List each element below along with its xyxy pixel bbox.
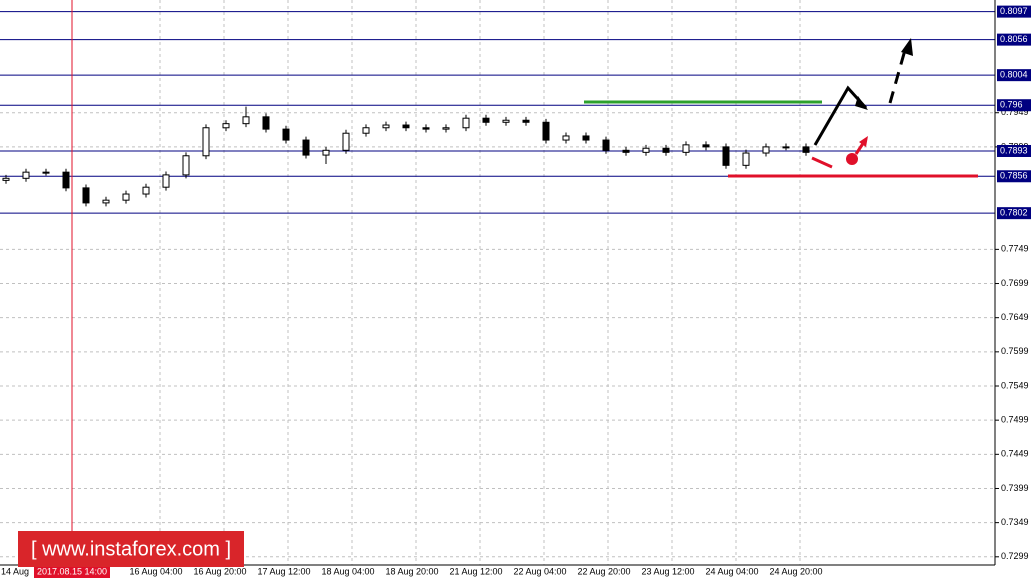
candle-body (262, 116, 270, 130)
watermark: [ www.instaforex.com ] (31, 538, 231, 560)
level-label: 0.7893 (1000, 145, 1028, 155)
x-tick-label: 22 Aug 20:00 (577, 566, 630, 576)
candle-body (502, 119, 510, 123)
level-box (997, 207, 1031, 220)
candle-body (182, 155, 190, 176)
level-box (997, 170, 1031, 183)
candle-body (382, 124, 390, 129)
candle-body (82, 187, 90, 204)
candle-body (782, 146, 790, 149)
y-tick-label: 0.7299 (1001, 551, 1029, 561)
candle-body (102, 199, 110, 204)
y-tick-label: 0.7599 (1001, 346, 1029, 356)
y-tick-label: 0.7449 (1001, 449, 1029, 459)
candle-body (622, 149, 630, 153)
x-tick-label: 14 Aug (1, 566, 29, 576)
candle-body (162, 174, 170, 188)
candle-body (702, 144, 710, 148)
x-tick-label: 18 Aug 04:00 (321, 566, 374, 576)
level-label: 0.8004 (1000, 70, 1028, 80)
candle-body (742, 152, 750, 166)
candle-body (142, 186, 150, 195)
candle-body (302, 139, 310, 156)
watermark-box (18, 531, 244, 567)
candle-body (362, 127, 370, 134)
y-tick-label: 0.7399 (1001, 483, 1029, 493)
arrow-head (855, 96, 868, 110)
candle-body (342, 132, 350, 151)
candle-body (562, 135, 570, 141)
candle-body (662, 147, 670, 153)
candle-body (402, 124, 410, 129)
arrow-head (901, 38, 913, 56)
candle-body (442, 127, 450, 130)
x-labels: 14 Aug 16 Aug 04:00 16 Aug 20:00 17 Aug 12:… (1, 566, 823, 576)
candle-body (22, 171, 30, 179)
candle-body (2, 177, 10, 181)
candle-body (122, 193, 130, 201)
candle-body (422, 127, 430, 130)
crosshair-label: 2017.08.15 14:00 (37, 566, 107, 576)
x-tick-label: 24 Aug 20:00 (769, 566, 822, 576)
y-tick-label: 0.7749 (1001, 244, 1029, 254)
level-label: 0.7856 (1000, 171, 1028, 181)
candle-body (242, 116, 250, 125)
candle-body (222, 123, 230, 129)
candle-body (682, 144, 690, 153)
red-dot (846, 153, 858, 165)
candle-body (482, 117, 490, 123)
x-tick-label: 17 Aug 12:00 (257, 566, 310, 576)
level-box (997, 99, 1031, 112)
red-dash (811, 156, 833, 169)
level-box (997, 144, 1031, 157)
candle-body (582, 135, 590, 141)
level-box (997, 69, 1031, 82)
x-tick-label: 24 Aug 04:00 (705, 566, 758, 576)
y-tick-label: 0.7949 (1001, 107, 1029, 117)
candle-body (602, 139, 610, 151)
candle-body (722, 146, 730, 166)
level-label: 0.8097 (1000, 6, 1028, 16)
level-box (997, 33, 1031, 46)
x-tick-label: 16 Aug 20:00 (193, 566, 246, 576)
annotations (584, 38, 978, 178)
level-label: 0.8056 (1000, 34, 1028, 44)
level-label: 0.7802 (1000, 208, 1028, 218)
y-tick-label: 0.7499 (1001, 415, 1029, 425)
candle-body (522, 119, 530, 123)
y-tick-label: 0.7649 (1001, 312, 1029, 322)
y-tick-label: 0.7699 (1001, 278, 1029, 288)
arrow-head (859, 136, 868, 147)
candle-body (542, 121, 550, 141)
candle-body (62, 171, 70, 189)
x-tick-label: 18 Aug 20:00 (385, 566, 438, 576)
candle-body (462, 117, 470, 129)
candle-body (802, 146, 810, 153)
candle-body (642, 147, 650, 153)
candles (2, 106, 810, 207)
x-tick-label: 16 Aug 04:00 (129, 566, 182, 576)
x-tick-label: 23 Aug 12:00 (641, 566, 694, 576)
dashed-arrow (888, 49, 907, 104)
candle-body (762, 146, 770, 154)
candle-body (42, 171, 50, 174)
grid (0, 0, 995, 565)
level-label: 0.796 (1000, 100, 1023, 110)
y-tick-label: 0.7549 (1001, 380, 1029, 390)
crosshair-box (34, 566, 110, 578)
candle-body (202, 127, 210, 157)
x-tick-label: 22 Aug 04:00 (513, 566, 566, 576)
y-tick-label: 0.7349 (1001, 517, 1029, 527)
candle-body (282, 128, 290, 141)
x-tick-label: 21 Aug 12:00 (449, 566, 502, 576)
level-box (997, 5, 1031, 18)
candle-body (322, 149, 330, 156)
